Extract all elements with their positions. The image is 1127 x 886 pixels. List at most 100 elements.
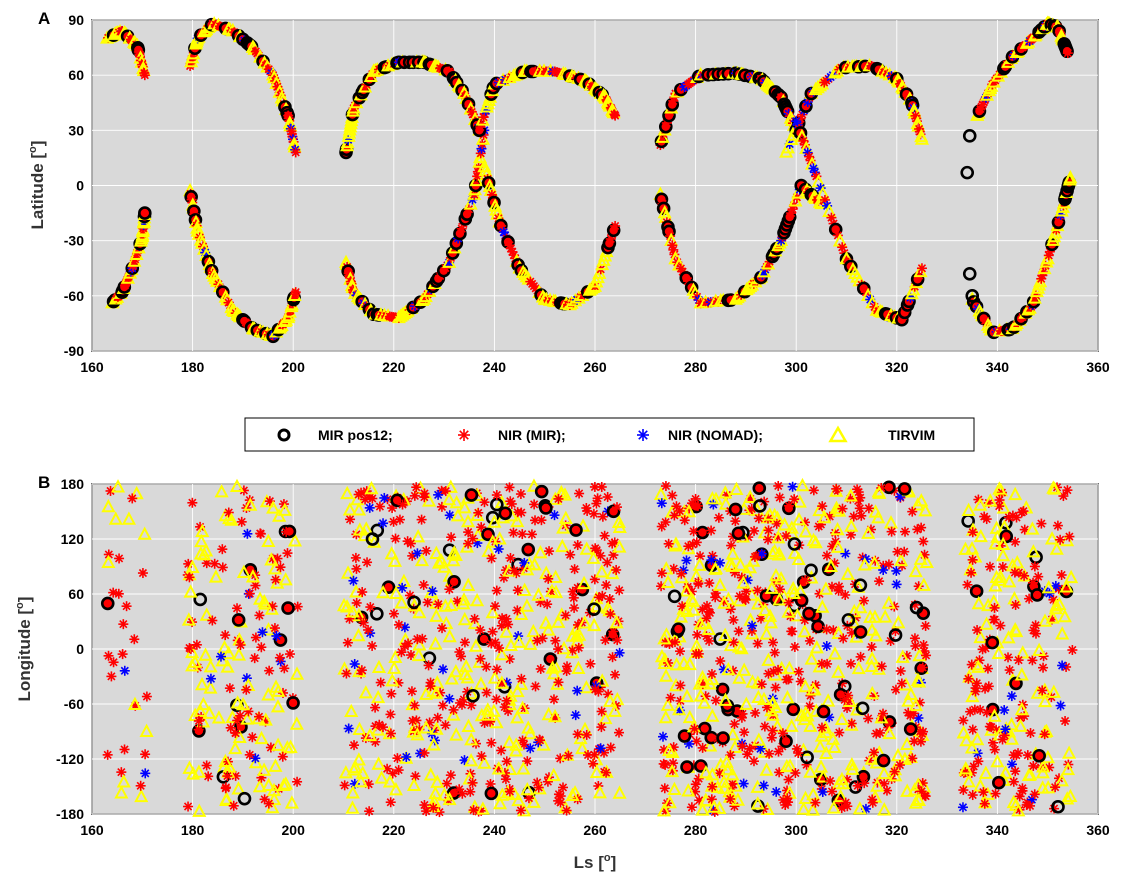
panel-b: B 160 180 200 220 240 260 280 300 320 340 360 -180… (14, 473, 1110, 872)
nir-mir-point (530, 681, 541, 692)
nir-mir-point (783, 597, 794, 608)
nir-mir-point (282, 548, 293, 559)
nir-mir-point (277, 751, 288, 762)
nir-mir-point (140, 749, 151, 760)
nir-mir-point (569, 602, 580, 613)
x-tick-label: 300 (785, 822, 809, 838)
nir-mir-point (135, 780, 146, 791)
y-tick-label: 180 (61, 476, 85, 492)
nir-mir-point (473, 507, 484, 518)
y-tick-label: -60 (64, 288, 84, 304)
nir-mir-point (491, 585, 502, 596)
nir-mir-point (916, 263, 927, 274)
nir-mir-point (217, 544, 228, 555)
panel-b-x-tick-labels: 160 180 200 220 240 260 280 300 320 340 360 (80, 822, 1110, 838)
nir-mir-point (469, 613, 480, 624)
nir-mir-point (729, 719, 740, 730)
nir-mir-point (970, 686, 981, 697)
mir-point (484, 786, 499, 801)
nir-mir-point (563, 750, 574, 761)
mir-point (876, 753, 891, 768)
nir-mir-point (833, 585, 844, 596)
panel-b-y-axis-close: ] (15, 597, 34, 603)
mir-point (992, 775, 1006, 790)
mir-point (498, 506, 513, 521)
nir-mir-point (789, 641, 800, 652)
nir-mir-point (437, 623, 448, 634)
nir-mir-point (422, 597, 433, 608)
nir-mir-point (364, 806, 375, 817)
nir-mir-point (220, 782, 231, 793)
nir-mir-point (555, 791, 566, 802)
nir-mir-point (876, 661, 887, 672)
nir-mir-point (360, 494, 371, 505)
nir-mir-point (581, 729, 592, 740)
nir-mir-point (494, 643, 505, 654)
nir-mir-point (886, 526, 897, 537)
nir-mir-point (1027, 655, 1038, 666)
nir-mir-point (611, 564, 622, 575)
mir-point (715, 682, 730, 697)
nir-mir-point (730, 516, 741, 527)
nir-mir-point (753, 513, 764, 524)
nir-mir-point (1028, 760, 1039, 771)
nir-mir-point (769, 647, 780, 658)
nir-mir-point (184, 642, 195, 653)
nir-mir-point (207, 615, 218, 626)
nir-mir-point (663, 538, 674, 549)
nir-mir-point (481, 661, 492, 672)
nir-mir-point (607, 538, 618, 549)
nir-mir-point (349, 740, 360, 751)
nir-mir-point (353, 489, 364, 500)
x-tick-label: 240 (483, 359, 507, 375)
nir-mir-point (848, 511, 859, 522)
nir-mir-point (612, 502, 623, 513)
nir-mir-point (715, 656, 726, 667)
nir-mir-point (686, 802, 697, 813)
mir-point (802, 606, 816, 621)
nir-mir-point (871, 728, 882, 739)
nir-mir-point (184, 572, 195, 583)
nir-mir-point (270, 574, 281, 585)
nir-mir-point (585, 658, 596, 669)
nir-mir-point (573, 642, 584, 653)
nir-mir-point (962, 579, 973, 590)
legend-marker-nir-mir-asterisk (458, 429, 470, 441)
nir-mir-point (350, 552, 361, 563)
mir-point (786, 702, 801, 717)
y-tick-label: -120 (56, 751, 84, 767)
nir-mir-point (374, 719, 385, 730)
nir-mir-point (583, 750, 594, 761)
mir-point (903, 722, 918, 736)
nir-mir-point (457, 788, 468, 799)
nir-mir-point (388, 608, 399, 619)
nir-mir-point (254, 711, 265, 722)
nir-mir-point (503, 619, 514, 630)
x-tick-label: 300 (785, 359, 809, 375)
nir-mir-point (491, 694, 502, 705)
nir-nomad-point (891, 579, 902, 590)
nir-mir-point (737, 741, 748, 752)
y-tick-label: -30 (64, 233, 84, 249)
nir-mir-point (434, 807, 445, 818)
mir-point (853, 625, 868, 639)
nir-mir-point (1036, 518, 1047, 529)
nir-mir-point (118, 619, 129, 630)
nir-mir-point (958, 715, 969, 726)
nir-mir-point (810, 797, 821, 808)
nir-nomad-point (257, 627, 268, 638)
nir-mir-point (290, 287, 301, 298)
nir-mir-point (479, 497, 490, 508)
nir-mir-point (804, 635, 815, 646)
nir-mir-point (232, 603, 243, 614)
nir-mir-point (281, 526, 292, 537)
nir-mir-point (397, 499, 408, 510)
nir-mir-point (235, 640, 246, 651)
nir-mir-point (770, 682, 781, 693)
panel-a-x-tick-labels: 160 180 200 220 240 260 280 300 320 340 360 (80, 359, 1110, 375)
nir-mir-point (610, 110, 621, 121)
mir-point (231, 613, 246, 627)
nir-nomad-point (1000, 724, 1011, 735)
nir-mir-point (264, 665, 275, 676)
nir-mir-point (1056, 569, 1067, 580)
